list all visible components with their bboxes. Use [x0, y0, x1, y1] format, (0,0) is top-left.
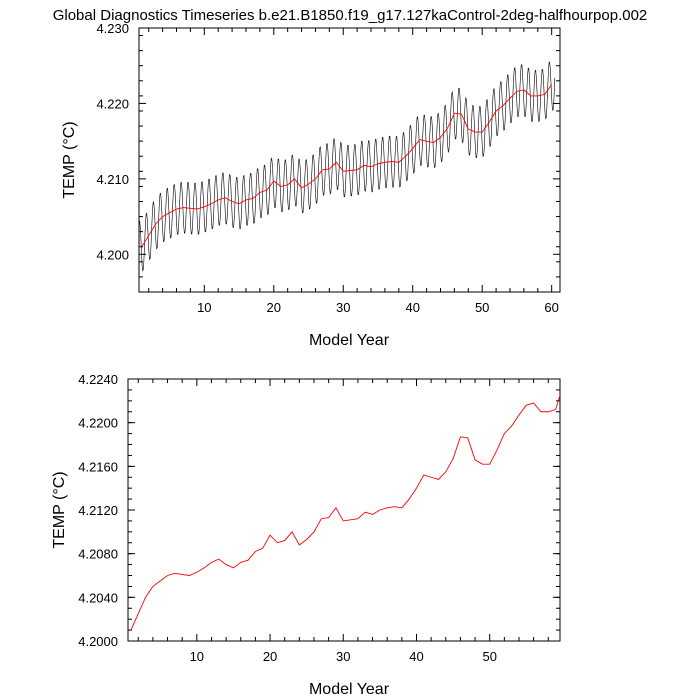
top-panel: 4.200 4.210 4.220 4.230 10 20 30 40 50 60 Model … [61, 21, 561, 349]
top-x-tick-label: 60 [544, 300, 558, 315]
top-x-tick-label: 20 [267, 300, 281, 315]
bot-y-tick-label: 4.2200 [78, 416, 118, 431]
top-y-tick-label: 4.220 [96, 96, 129, 111]
top-ticks [139, 27, 560, 293]
bot-y-tick-label: 4.2240 [78, 372, 118, 387]
bottom-y-axis-title: TEMP (°C) [51, 471, 68, 548]
top-y-axis-title: TEMP (°C) [61, 121, 78, 198]
figure-title: Global Diagnostics Timeseries b.e21.B185… [53, 7, 648, 24]
top-x-tick-label: 40 [405, 300, 419, 315]
bot-y-tick-label: 4.2160 [78, 459, 118, 474]
bot-y-tick-label: 4.2080 [78, 547, 118, 562]
bottom-series-group [130, 395, 561, 631]
bottom-plot-frame [127, 378, 561, 642]
top-x-tick-labels: 10 20 30 40 50 60 [197, 300, 559, 315]
top-x-tick-label: 50 [475, 300, 489, 315]
top-x-tick-label: 10 [197, 300, 211, 315]
bot-y-tick-label: 4.2120 [78, 503, 118, 518]
top-series-annual-mean [141, 84, 553, 247]
bot-x-tick-label: 30 [336, 649, 350, 664]
top-y-tick-label: 4.200 [96, 247, 129, 262]
bot-x-tick-label: 20 [263, 649, 277, 664]
top-plot-frame [138, 27, 561, 293]
bottom-x-tick-labels: 10 20 30 40 50 [190, 649, 497, 664]
bottom-panel: 4.2000 4.2040 4.2080 4.2120 4.2160 4.2200 4.22… [51, 372, 561, 698]
bot-y-tick-label: 4.2040 [78, 590, 118, 605]
bot-series-annual-mean [130, 395, 561, 631]
bot-x-tick-label: 50 [482, 649, 496, 664]
top-series-group [139, 61, 556, 272]
bot-x-tick-label: 40 [409, 649, 423, 664]
top-series-monthly [139, 61, 556, 272]
top-y-tick-label: 4.210 [96, 172, 129, 187]
top-x-axis-title: Model Year [309, 332, 390, 349]
top-y-tick-labels: 4.200 4.210 4.220 4.230 [96, 21, 129, 262]
top-y-tick-label: 4.230 [96, 21, 129, 36]
bottom-x-axis-title: Model Year [309, 681, 390, 698]
bottom-ticks [128, 378, 560, 642]
bottom-y-tick-labels: 4.2000 4.2040 4.2080 4.2120 4.2160 4.2200 4.22… [78, 372, 118, 649]
bot-y-tick-label: 4.2000 [78, 634, 118, 649]
bot-x-tick-label: 10 [190, 649, 204, 664]
top-x-tick-label: 30 [336, 300, 350, 315]
